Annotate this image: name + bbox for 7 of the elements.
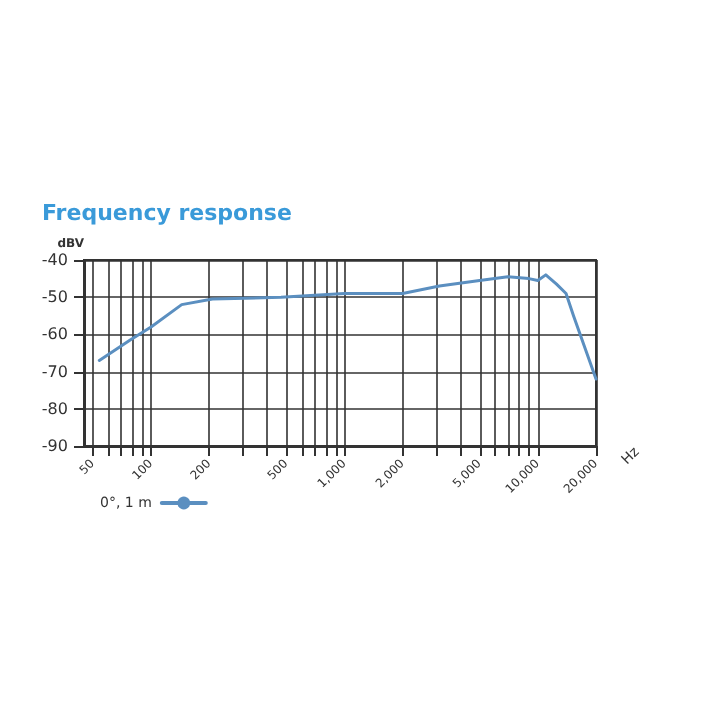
- y-tick-label: -40: [41, 251, 68, 269]
- y-tick-label: -50: [41, 288, 68, 307]
- chart-title: Frequency response: [42, 200, 292, 226]
- y-tick-label: -70: [41, 362, 68, 381]
- y-tick-label: -60: [41, 325, 68, 344]
- y-tick-label: -80: [41, 399, 68, 418]
- y-tick-label: -90: [41, 437, 68, 455]
